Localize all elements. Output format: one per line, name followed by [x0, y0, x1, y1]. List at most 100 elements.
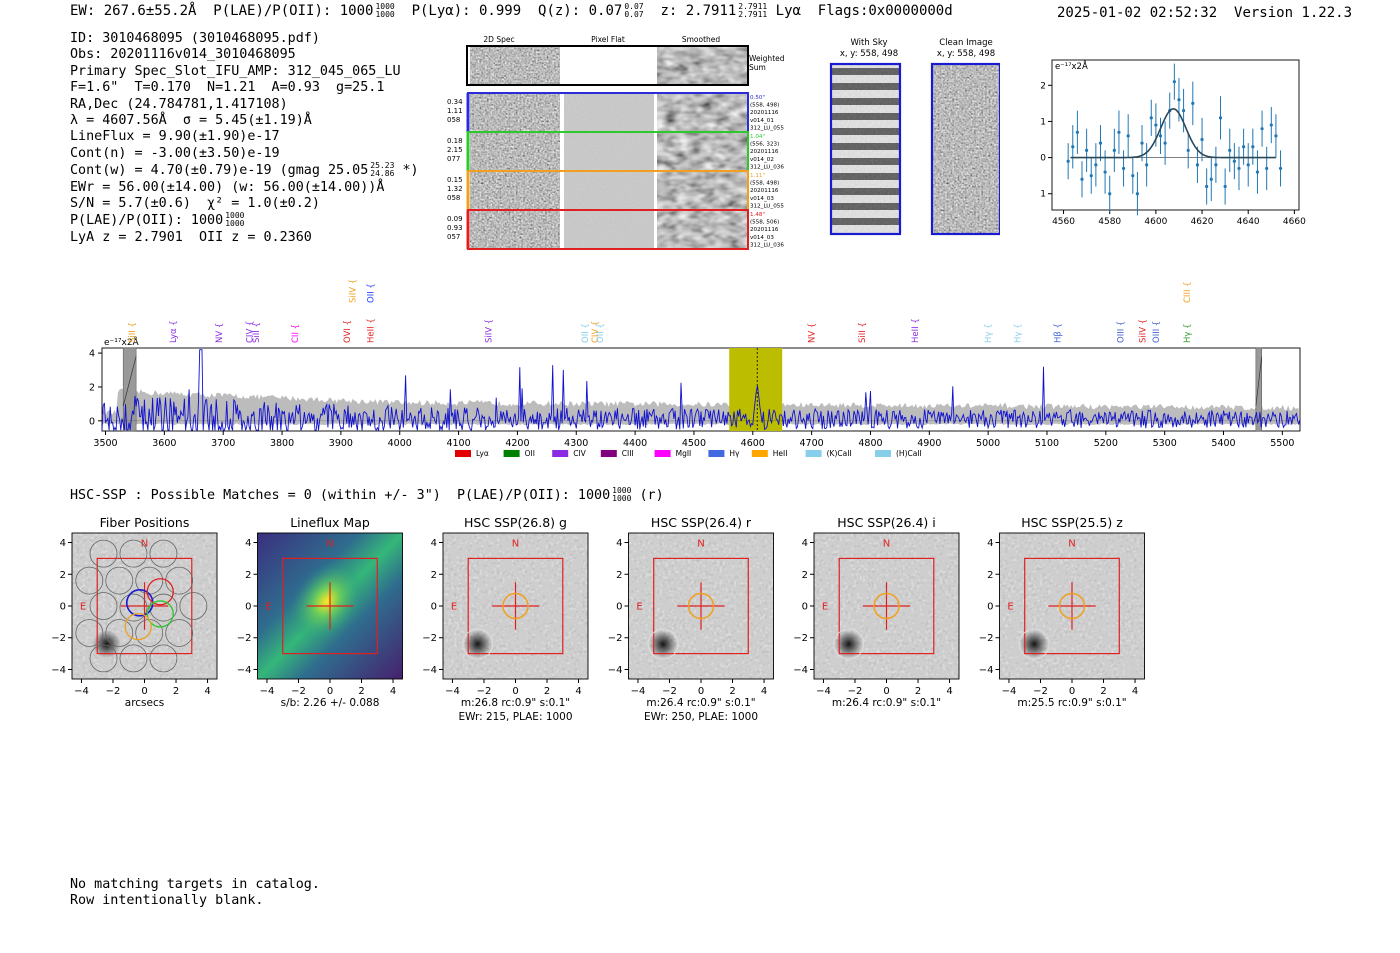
panel-xtick-label: 2 — [173, 686, 179, 697]
header-plae-range: 1000 1000 — [375, 2, 395, 19]
panel-xtick-label: 4 — [390, 686, 396, 697]
info-primary: Primary Spec_Slot_IFU_AMP: 312_045_065_L… — [70, 63, 401, 79]
fit-point — [1071, 145, 1075, 149]
exposure-right-label: 312_LU_055 — [750, 125, 784, 131]
panel-xtick-label: 4 — [761, 686, 767, 697]
spectrum-ytick-label: 2 — [89, 382, 95, 393]
fiber-circle — [119, 593, 148, 622]
fiber-circle — [165, 566, 194, 595]
fit-xtick-label: 4640 — [1237, 217, 1260, 227]
fit-point — [1255, 170, 1260, 174]
fit-point — [1191, 101, 1195, 105]
hsc-neighbor-ring — [833, 628, 865, 660]
emission-line-text: OIII { — [1152, 321, 1162, 343]
fiber-circle — [119, 539, 148, 568]
detection-info: ID: 3010468095 (3010468095.pdf) Obs: 202… — [70, 31, 419, 246]
fiber-orange — [124, 612, 152, 641]
exposure-smoothed — [657, 211, 747, 248]
fit-point — [1274, 134, 1278, 138]
legend-item: Lyα — [455, 449, 489, 458]
exposure-right-label: 312_LU_036 — [750, 164, 784, 170]
fit-point — [1108, 192, 1112, 196]
panel-caption-2: EWr: 215, PLAE: 1000 — [458, 711, 572, 723]
legend-swatch — [600, 450, 617, 457]
header-summary: EW: 267.6±55.2Å P(LAE)/P(OII): 1000 1000 1… — [70, 2, 953, 20]
spectrum-masked-region — [1255, 347, 1263, 432]
lineflux-peak — [290, 560, 364, 642]
emission-line-text: HeII { — [366, 318, 376, 343]
legend-item: CIV — [552, 449, 587, 458]
exposure-pixel-flat — [564, 172, 654, 209]
fit-xtick-label: 4560 — [1052, 217, 1075, 227]
emission-line-text: Hγ { — [984, 323, 994, 343]
full-spectrum-plot: 3500 3600 3700 3800 3900 4000 4100 4200 4300 4400… — [89, 279, 1301, 458]
emission-line-label: OIII { — [1152, 321, 1162, 343]
panel-title: Fiber Positions — [100, 515, 190, 530]
exposure-right-label: v014_01 — [750, 118, 774, 124]
fit-point — [1209, 177, 1213, 181]
spectrum-xtick-label: 4100 — [446, 438, 470, 449]
fit-xtick-label: 4620 — [1191, 217, 1214, 227]
emission-line-text: Hγ { — [1183, 323, 1193, 343]
with-sky-xy: x, y: 558, 498 — [840, 49, 898, 59]
clean-image-xy: x, y: 558, 498 — [937, 49, 995, 59]
panel-ytick-label: −2 — [51, 633, 66, 644]
hsc-aperture — [873, 592, 900, 620]
emission-line-label: SiIV { — [1138, 319, 1148, 343]
cutout-col-title-flat: Pixel Flat — [591, 35, 625, 44]
panel-xtick-label: −2 — [477, 686, 492, 697]
bright-source — [1020, 630, 1049, 659]
panel-xtick-label: −2 — [106, 686, 121, 697]
spectrum-xtick-label: 4500 — [682, 438, 706, 449]
fit-xtick-label: 4660 — [1283, 217, 1306, 227]
bright-source — [649, 630, 678, 659]
compass-east: E — [80, 602, 86, 613]
emission-line-label: OII { — [581, 323, 591, 343]
spectrum-xtick-label: 3700 — [211, 438, 235, 449]
aperture-box — [838, 557, 935, 655]
spectrum-xtick-label: 3600 — [152, 438, 176, 449]
emission-line-label: Lyα { — [169, 320, 179, 343]
emission-line-label: CIII { — [1183, 281, 1193, 303]
emission-line-label: CIV { — [591, 321, 601, 343]
emission-line-label: HeII { — [366, 318, 376, 343]
legend-label: (K)CaII — [827, 449, 852, 458]
image-panel-4: HSC SSP(26.4) r N E −4 −2 0 2 4 −4 −2 0 2 4 m:26.4 rc… — [608, 515, 774, 723]
exposure-right-label: 20201116 — [750, 188, 779, 194]
fiber-circle — [75, 566, 104, 595]
panel-xtick-label: 2 — [729, 686, 735, 697]
info-contw: Cont(w) = 4.70(±0.79)e-19 (gmag 25.05 25.… — [70, 161, 419, 179]
panel-ytick-label: 2 — [431, 570, 437, 581]
fit-point — [1223, 184, 1227, 189]
hsc-neighbor-ring — [647, 628, 679, 660]
emission-line-label: Hγ { — [1014, 323, 1024, 343]
hsc-aperture — [502, 592, 529, 620]
header-z: z: 2.7911 — [660, 3, 737, 19]
cutout-col-title-spec: 2D Spec — [483, 35, 514, 44]
emission-line-label: Hβ { — [1054, 323, 1064, 343]
fit-point — [1278, 166, 1283, 171]
panel-ytick-label: −4 — [979, 665, 994, 676]
spectrum-mask-hatch — [122, 356, 137, 407]
with-sky-title: With Sky — [850, 38, 887, 48]
spectrum-mask-hatch — [1255, 356, 1263, 407]
fit-point — [1117, 130, 1121, 134]
fit-point — [1246, 163, 1250, 167]
panel-ytick-label: −4 — [608, 665, 623, 676]
exposure-right-label: 312_LU_036 — [750, 242, 784, 248]
legend-label: Hγ — [729, 449, 740, 458]
fit-point — [1251, 145, 1255, 149]
fit-xtick-label: 4580 — [1098, 217, 1121, 227]
legend-label: Lyα — [476, 449, 489, 458]
panel-xtick-label: 0 — [1069, 686, 1075, 697]
fit-point — [1186, 148, 1190, 152]
panel-caption: m:25.5 rc:0.9" s:0.1" — [1017, 697, 1126, 709]
compass-east: E — [636, 602, 642, 613]
hsc-neighbor-ring — [462, 628, 494, 660]
panel-ytick-label: 4 — [245, 538, 251, 549]
exposure-right-label: (558, 498) — [750, 181, 779, 187]
